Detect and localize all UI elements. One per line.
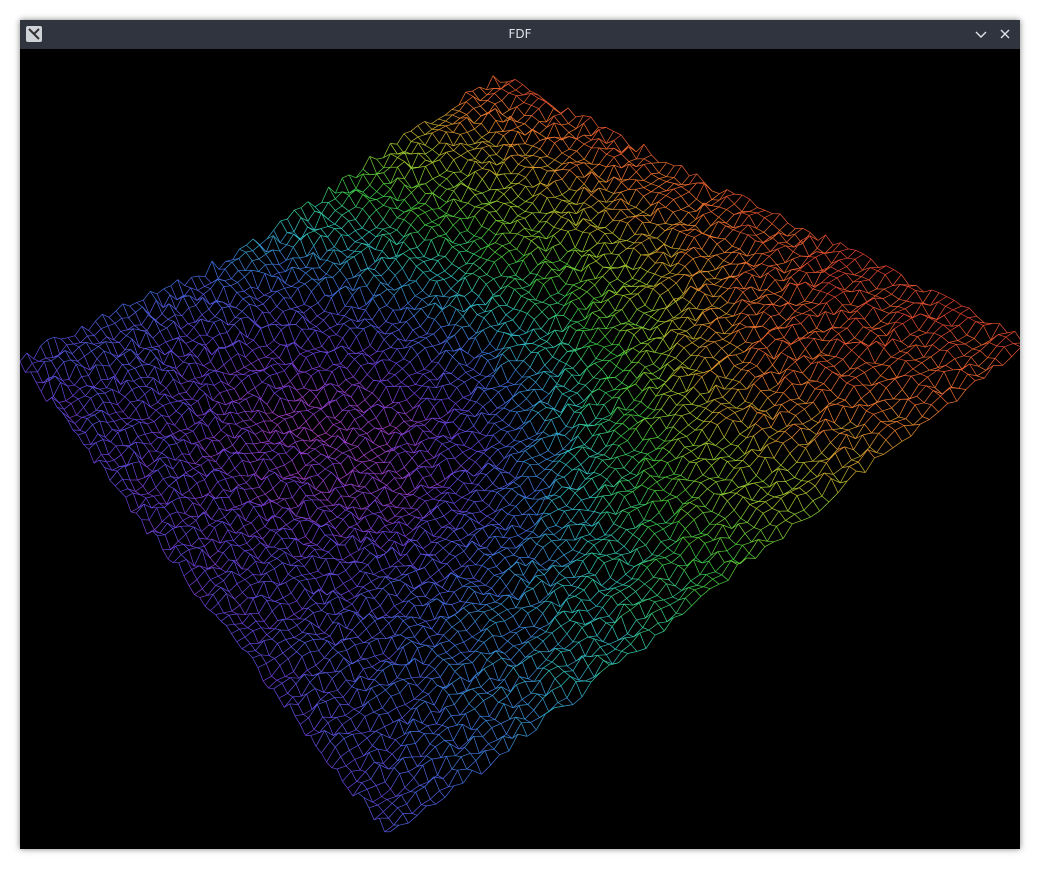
title-bar[interactable]: FDF	[20, 20, 1020, 49]
close-button[interactable]	[996, 25, 1014, 43]
minimize-button[interactable]	[972, 25, 990, 43]
wireframe-terrain	[20, 75, 1020, 833]
window-title: FDF	[508, 27, 532, 41]
fdf-window: FDF	[20, 20, 1020, 849]
wireframe-mesh	[20, 75, 1020, 833]
fdf-render-canvas[interactable]	[20, 49, 1020, 849]
chevron-down-icon	[975, 31, 987, 38]
close-icon	[1000, 29, 1010, 39]
x11-logo-icon	[26, 26, 42, 42]
